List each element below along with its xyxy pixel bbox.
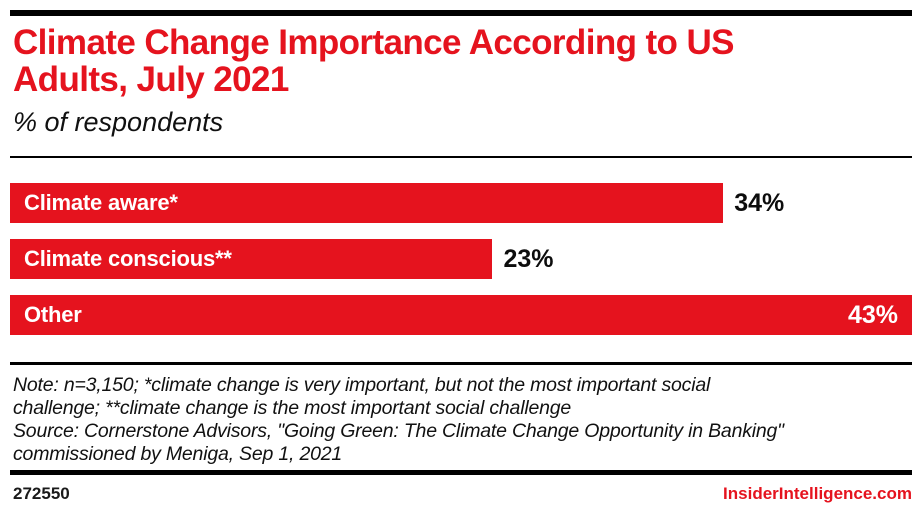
chart-title: Climate Change Importance According to U… — [13, 24, 912, 98]
bar-row: Climate conscious** 23% — [10, 239, 912, 279]
chart-title-line-2: Adults, July 2021 — [13, 60, 289, 99]
chart-footer: 272550 InsiderIntelligence.com — [13, 484, 912, 504]
chart-note: Note: n=3,150; *climate change is very i… — [13, 374, 912, 466]
note-line: Note: n=3,150; *climate change is very i… — [13, 374, 711, 396]
bar-category-label: Climate aware* — [24, 190, 178, 215]
bar-value-label: 43% — [847, 300, 898, 329]
note-line: challenge; **climate change is the most … — [13, 397, 572, 419]
bar-row: Climate aware* 34% — [10, 183, 912, 223]
divider-above-note — [10, 362, 912, 365]
chart-title-line-1: Climate Change Importance According to U… — [13, 23, 734, 62]
bar-category-label: Climate conscious** — [24, 246, 232, 271]
divider-above-footer — [10, 470, 912, 475]
bar-value-label: 23% — [503, 244, 554, 273]
top-accent-bar — [10, 10, 912, 16]
bar: Climate aware* — [10, 183, 724, 223]
bar: Other 43% — [10, 295, 912, 335]
bar-chart: Climate aware* 34% Climate conscious** 23% O… — [10, 183, 912, 335]
divider-under-subtitle — [10, 156, 912, 158]
bar: Climate conscious** — [10, 239, 493, 279]
bar-category-label: Other — [24, 302, 82, 327]
chart-id: 272550 — [13, 484, 70, 503]
bar-row: Other 43% — [10, 295, 912, 335]
chart-subtitle: % of respondents — [13, 107, 224, 137]
bar-value-label: 34% — [734, 188, 785, 217]
note-line: commissioned by Meniga, Sep 1, 2021 — [13, 443, 343, 465]
brand-site-label: InsiderIntelligence.com — [723, 484, 912, 503]
note-line: Source: Cornerstone Advisors, "Going Gre… — [13, 420, 784, 442]
